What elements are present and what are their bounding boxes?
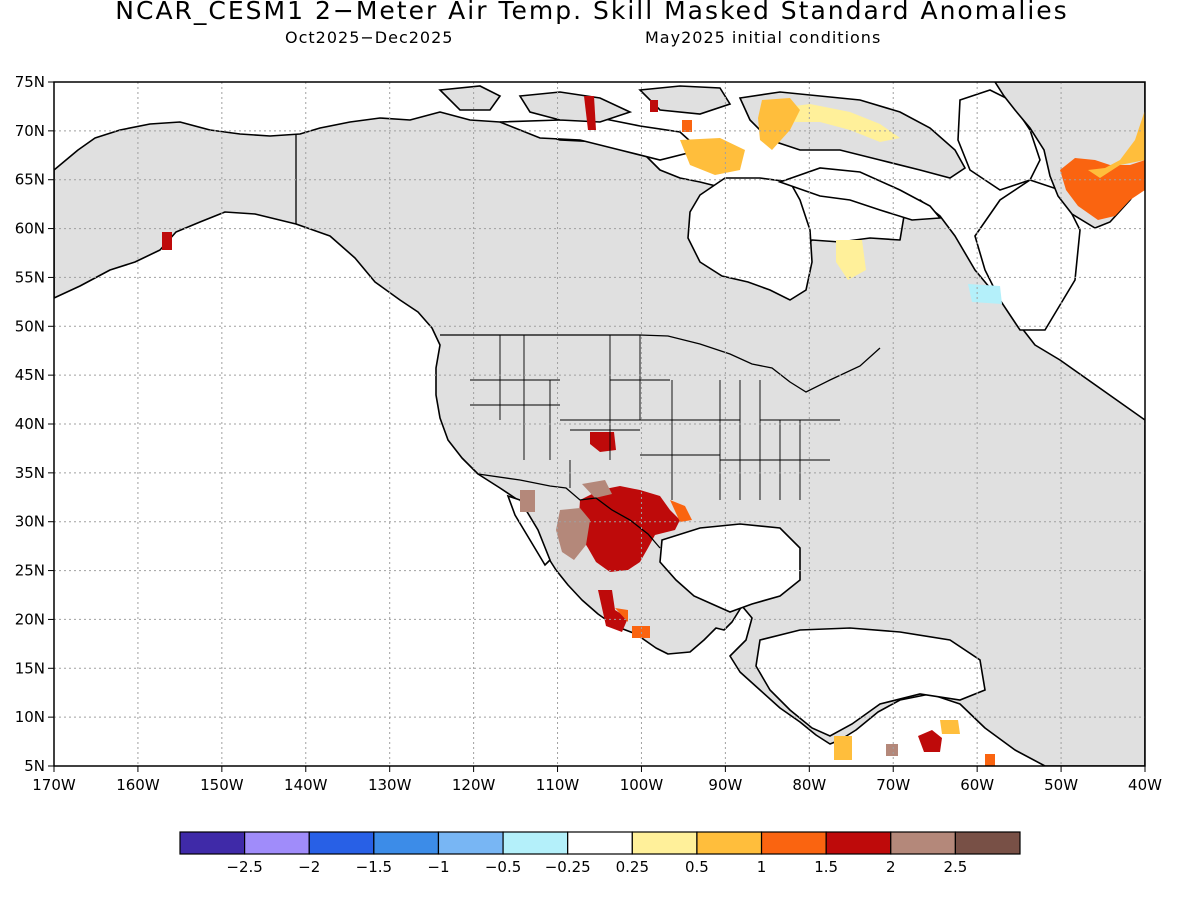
anomaly-brown-chihuahua <box>556 508 590 560</box>
map-layers <box>54 82 1145 766</box>
colorbar-label: −2.5 <box>226 858 262 876</box>
anomaly-texas-orange <box>670 500 692 522</box>
lon-label: 100W <box>620 776 664 794</box>
lat-label: 55N <box>15 268 45 286</box>
lat-label: 35N <box>15 464 45 482</box>
colorbar-label: 0.5 <box>685 858 709 876</box>
lon-label: 150W <box>200 776 244 794</box>
lat-label: 30N <box>15 513 45 531</box>
lon-label: 70W <box>876 776 910 794</box>
lon-label: 110W <box>536 776 580 794</box>
anomaly-mexico-orange <box>615 608 628 622</box>
colorbar-label: −2 <box>298 858 320 876</box>
victoria-island <box>518 91 633 123</box>
anomaly-alaska-red <box>162 232 172 250</box>
banks-island <box>438 85 502 111</box>
colorbar-label: −1 <box>427 858 449 876</box>
lon-label: 140W <box>284 776 328 794</box>
colorbar-swatch <box>567 831 633 855</box>
colorbar-label: −1.5 <box>356 858 392 876</box>
colorbar-label: −0.25 <box>545 858 591 876</box>
anomaly-greenland-yellow <box>1088 110 1145 178</box>
lon-label: 120W <box>452 776 496 794</box>
anomaly-overlays <box>162 96 1145 766</box>
anomaly-labrador-cyan <box>968 284 1002 304</box>
map-title: NCAR_CESM1 2−Meter Air Temp. Skill Maske… <box>115 0 1069 25</box>
lat-label: 45N <box>15 366 45 384</box>
lat-label: 20N <box>15 610 45 628</box>
forecast-period: Oct2025−Dec2025 <box>285 28 454 47</box>
anomaly-mexico-south <box>598 590 628 632</box>
hudson-strait <box>777 167 942 221</box>
lat-label: 65N <box>15 171 45 189</box>
initial-conditions: May2025 initial conditions <box>645 28 882 47</box>
gulf-of-mexico <box>659 523 801 613</box>
lon-label: 130W <box>368 776 412 794</box>
colorbar-swatch <box>179 831 246 855</box>
colorbar-swatch <box>308 831 375 855</box>
anomaly-baffin-orange <box>758 98 800 150</box>
anomaly-brown-sonora <box>520 490 535 512</box>
lon-label: 40W <box>1128 776 1162 794</box>
colorbar-label: 2.5 <box>943 858 967 876</box>
anomaly-hudson-strait <box>680 138 745 175</box>
inland-water <box>499 89 1081 737</box>
anomaly-guyana-orange <box>985 754 995 766</box>
colorbar-swatch <box>890 831 956 855</box>
lat-label: 25N <box>15 562 45 580</box>
state-lines <box>470 335 840 500</box>
colorbar-swatch <box>696 831 763 855</box>
hudson-bay <box>687 177 813 301</box>
lon-label: 160W <box>116 776 160 794</box>
lat-label: 10N <box>15 708 45 726</box>
colorbar: −2.5 −2 −1.5 −1 −0.5 −0.25 0.25 0.5 1 1.5 2 2.5 <box>179 831 1021 876</box>
anomaly-quebec-yellow <box>836 240 866 280</box>
anomaly-baffin-yellow <box>780 104 900 142</box>
lat-label: 15N <box>15 659 45 677</box>
lat-label: 75N <box>15 73 45 91</box>
lon-label: 60W <box>960 776 994 794</box>
colorbar-label: 1 <box>757 858 767 876</box>
anomaly-colombia-yellow <box>834 736 852 760</box>
anomaly-arctic-red2 <box>650 100 658 112</box>
ellesmere-island <box>638 85 732 115</box>
anomaly-venezuela-orange <box>940 720 960 734</box>
lon-label: 50W <box>1044 776 1078 794</box>
anomaly-colombia-brown <box>886 744 898 756</box>
colorbar-label: 2 <box>886 858 896 876</box>
lon-label: 90W <box>708 776 742 794</box>
us-mexico-border <box>477 473 661 549</box>
anomaly-arctic-red1 <box>584 96 596 130</box>
colorbar-label: 1.5 <box>814 858 838 876</box>
caribbean-sea <box>755 627 986 737</box>
lat-label: 70N <box>15 122 45 140</box>
colorbar-swatch <box>373 831 440 855</box>
anomaly-venezuela-red <box>918 730 942 752</box>
us-canada-border <box>440 334 881 393</box>
colorbar-swatch <box>954 831 1021 855</box>
lat-label: 50N <box>15 317 45 335</box>
anomaly-colorado <box>590 432 616 452</box>
political-borders <box>295 134 881 549</box>
anomaly-texas-mexico <box>578 486 680 572</box>
colorbar-swatch <box>631 831 698 855</box>
lat-label: 5N <box>24 757 45 775</box>
anomaly-brown-newmexico <box>582 480 612 498</box>
colorbar-swatch <box>437 831 504 855</box>
colorbar-swatch <box>825 831 892 855</box>
colorbar-swatch <box>760 831 827 855</box>
colorbar-label: −0.5 <box>485 858 521 876</box>
grid-lines <box>54 82 1145 766</box>
colorbar-swatch <box>244 831 310 855</box>
anomaly-greenland-orange <box>1060 158 1145 220</box>
lat-label: 60N <box>15 220 45 238</box>
lat-label: 40N <box>15 415 45 433</box>
lon-label: 170W <box>32 776 76 794</box>
colorbar-swatch <box>502 831 569 855</box>
colorbar-label: 0.25 <box>616 858 649 876</box>
anomaly-arctic-orange <box>682 120 692 132</box>
lon-label: 80W <box>792 776 826 794</box>
map-axes: 75N 70N 65N 60N 55N 50N 45N 40N 35N 30N 25N 20N 15N 1… <box>15 73 1162 794</box>
